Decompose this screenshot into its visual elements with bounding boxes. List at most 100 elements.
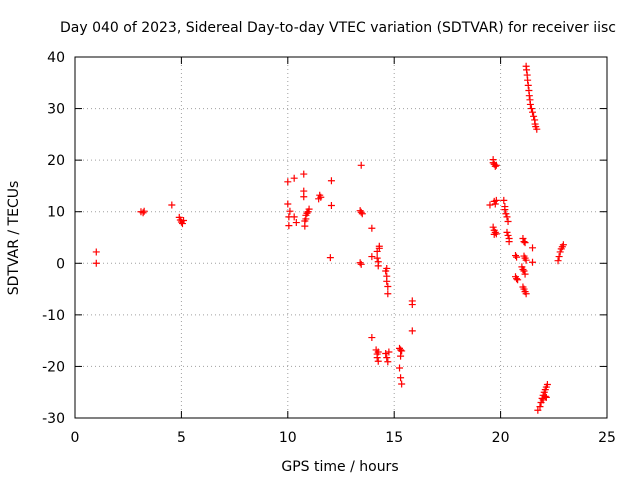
data-point — [524, 76, 532, 84]
data-point — [520, 238, 528, 246]
data-point — [384, 282, 392, 290]
data-point — [408, 301, 416, 309]
data-point — [556, 248, 564, 256]
data-point — [180, 216, 188, 224]
data-point — [529, 258, 537, 266]
data-point — [303, 209, 311, 217]
chart-title: Day 040 of 2023, Sidereal Day-to-day VTE… — [60, 20, 616, 36]
data-point — [502, 210, 510, 218]
data-point — [284, 200, 292, 208]
data-point — [368, 334, 376, 342]
data-point — [301, 222, 309, 230]
data-point — [356, 259, 364, 267]
data-point — [384, 358, 392, 366]
data-point — [300, 193, 308, 201]
data-point — [554, 257, 562, 265]
data-point — [490, 230, 498, 238]
y-tick-label: -20 — [42, 359, 65, 375]
data-point — [178, 220, 186, 228]
y-tick-label: 20 — [47, 153, 65, 169]
x-tick-label: 5 — [177, 430, 186, 446]
data-point — [140, 207, 148, 215]
data-point — [357, 260, 365, 268]
axis-ticks — [74, 56, 608, 419]
data-point — [514, 276, 522, 284]
data-point — [374, 357, 382, 365]
x-tick-label: 0 — [71, 430, 80, 446]
data-point — [383, 264, 391, 272]
data-point — [396, 364, 404, 372]
data-point — [285, 222, 293, 230]
x-tick-label: 10 — [279, 430, 297, 446]
data-point — [305, 205, 313, 213]
data-point — [534, 406, 542, 414]
data-point — [168, 201, 176, 209]
data-point — [519, 235, 527, 243]
data-points — [92, 62, 567, 414]
data-point — [290, 213, 298, 221]
data-point — [375, 242, 383, 250]
data-point — [525, 92, 533, 100]
data-point — [513, 253, 521, 261]
data-point — [357, 161, 365, 169]
data-point — [384, 290, 392, 298]
x-tick-label: 25 — [598, 430, 616, 446]
data-point — [529, 244, 537, 252]
data-point — [519, 265, 527, 273]
data-point — [555, 253, 563, 261]
data-point — [559, 241, 567, 249]
data-point — [397, 352, 405, 360]
data-point — [373, 354, 381, 362]
data-point — [503, 213, 511, 221]
data-point — [522, 290, 530, 298]
grid-lines — [75, 57, 607, 418]
data-point — [503, 228, 511, 236]
data-point — [358, 210, 366, 218]
x-axis-label: GPS time / hours — [281, 459, 398, 475]
data-point — [489, 223, 497, 231]
data-point — [317, 193, 325, 201]
data-point — [408, 327, 416, 335]
data-point — [397, 374, 405, 382]
data-point — [491, 200, 499, 208]
data-point — [397, 346, 405, 354]
data-point — [521, 239, 529, 247]
data-point — [383, 277, 391, 285]
data-point — [286, 207, 294, 215]
data-point — [385, 348, 393, 356]
data-point — [505, 238, 513, 246]
data-point — [533, 125, 541, 133]
data-point — [327, 177, 335, 185]
data-point — [536, 403, 544, 411]
data-point — [504, 231, 512, 239]
data-point — [92, 259, 100, 267]
y-tick-label: 40 — [47, 50, 65, 66]
y-tick-label: 10 — [47, 205, 65, 221]
data-point — [374, 262, 382, 270]
data-point — [521, 270, 529, 278]
data-point — [511, 252, 519, 260]
data-point — [290, 174, 298, 182]
data-point — [529, 108, 537, 116]
data-point — [300, 170, 308, 178]
data-point — [504, 218, 512, 226]
y-tick-label: 0 — [56, 256, 65, 272]
y-tick-labels: -30 -20 -10 0 10 20 30 40 — [42, 50, 65, 427]
data-point — [368, 253, 376, 261]
plot-frame — [74, 56, 608, 419]
data-point — [368, 224, 376, 232]
data-point — [383, 354, 391, 362]
data-point — [523, 66, 531, 74]
data-point — [541, 392, 549, 400]
x-tick-label: 20 — [492, 430, 510, 446]
data-point — [542, 393, 550, 401]
data-point — [500, 196, 508, 204]
data-point — [326, 254, 334, 262]
data-point — [526, 100, 534, 108]
data-point — [373, 254, 381, 262]
data-point — [292, 219, 300, 227]
y-tick-label: 30 — [47, 102, 65, 118]
data-point — [327, 202, 335, 210]
y-tick-label: -30 — [42, 411, 65, 427]
